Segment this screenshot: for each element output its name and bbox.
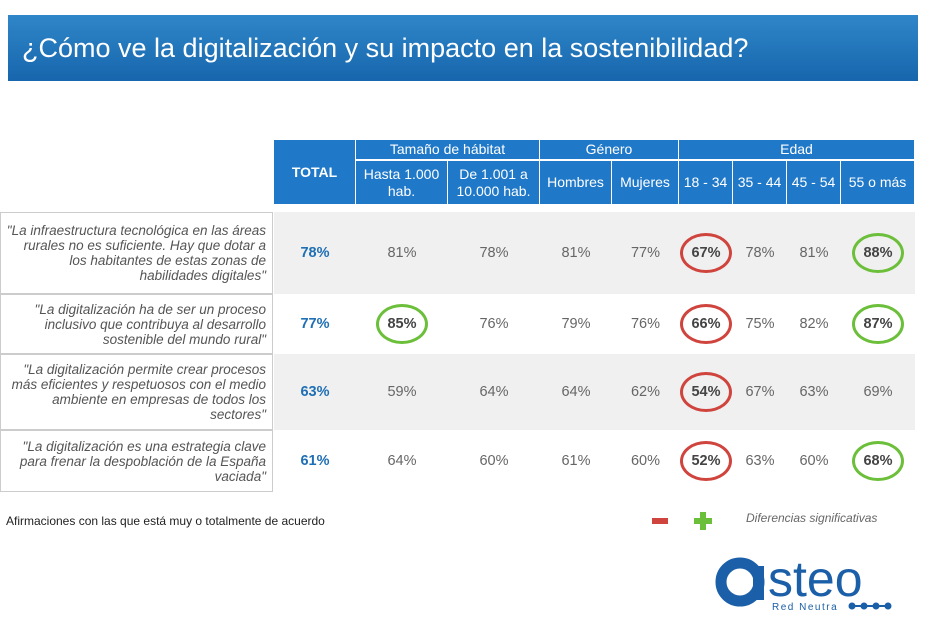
statement: "La infraestructura tecnológica en las á… <box>0 212 273 294</box>
cell-value: 81% <box>387 245 417 261</box>
significance-circle <box>680 441 732 481</box>
cell-value: 60% <box>630 453 661 469</box>
column-header: Hombres <box>540 161 612 205</box>
logo-dots <box>848 602 892 610</box>
cell-value: 64% <box>387 453 417 469</box>
statement: "La digitalización es una estrategia cla… <box>0 430 273 492</box>
cell-value: 63% <box>799 384 829 400</box>
logo-name: steo <box>768 551 863 607</box>
cell-value: 76% <box>479 316 509 332</box>
cell-value: 64% <box>479 384 509 400</box>
title: ¿Cómo ve la digitalización y su impacto … <box>22 33 749 63</box>
cell-value: 79% <box>561 316 591 332</box>
footnote: Afirmaciones con las que está muy o tota… <box>6 514 325 528</box>
statement: "La digitalización ha de ser un proceso … <box>0 294 273 354</box>
column-header: TOTAL <box>274 140 356 205</box>
cell-value: 81% <box>799 245 829 261</box>
significance-circle <box>680 372 732 412</box>
group-header: Tamaño de hábitat <box>356 140 540 161</box>
column-header: 45 - 54 <box>787 161 841 205</box>
cell-value: 78% <box>300 245 330 261</box>
cell-value: 63% <box>300 384 330 400</box>
statement: "La digitalización permite crear proceso… <box>0 354 273 430</box>
cell-value: 85% <box>387 316 417 332</box>
column-header: Mujeres <box>612 161 679 205</box>
cell-value: 62% <box>630 384 661 400</box>
cell-value: 54% <box>691 384 721 400</box>
logo-mark <box>753 566 764 600</box>
row-background <box>274 212 915 294</box>
cell-value: 75% <box>745 316 775 332</box>
group-header: Edad <box>679 140 915 161</box>
legend-label: Diferencias significativas <box>746 511 878 525</box>
cell-value: 63% <box>745 453 775 469</box>
logo-tagline: Red Neutra <box>772 602 838 613</box>
cell-value: 69% <box>863 384 893 400</box>
logo: steo Red Neutra <box>715 551 892 613</box>
cell-value: 67% <box>745 384 775 400</box>
cell-value: 78% <box>479 245 509 261</box>
significance-circle <box>680 304 732 344</box>
cell-value: 61% <box>300 453 330 469</box>
cell-value: 61% <box>561 453 591 469</box>
cell-value: 87% <box>863 316 893 332</box>
title-bar: ¿Cómo ve la digitalización y su impacto … <box>8 15 918 81</box>
cell-value: 60% <box>799 453 829 469</box>
group-header: Género <box>540 140 679 161</box>
column-header: 18 - 34 <box>679 161 733 205</box>
significance-circle <box>852 304 904 344</box>
cell-value: 52% <box>691 453 721 469</box>
column-header: 55 o más <box>841 161 915 205</box>
cell-value: 78% <box>745 245 775 261</box>
legend-higher-icon <box>700 512 706 530</box>
cell-value: 77% <box>300 316 330 332</box>
cell-value: 82% <box>799 316 829 332</box>
cell-value: 81% <box>561 245 591 261</box>
cell-value: 67% <box>691 245 721 261</box>
row-background <box>274 354 915 430</box>
legend-lower-icon <box>652 518 668 524</box>
cell-value: 88% <box>863 245 893 261</box>
significance-circle <box>852 233 904 273</box>
cell-value: 59% <box>387 384 417 400</box>
column-header: Hasta 1.000 hab. <box>356 161 448 205</box>
cell-value: 68% <box>863 453 893 469</box>
cell-value: 66% <box>691 316 721 332</box>
column-header: 35 - 44 <box>733 161 787 205</box>
cell-value: 60% <box>479 453 509 469</box>
cell-value: 64% <box>561 384 591 400</box>
cell-value: 76% <box>630 316 661 332</box>
column-header: De 1.001 a 10.000 hab. <box>448 161 540 205</box>
cell-value: 77% <box>630 245 661 261</box>
significance-circle <box>852 441 904 481</box>
significance-circle <box>680 233 732 273</box>
significance-circle <box>376 304 428 344</box>
